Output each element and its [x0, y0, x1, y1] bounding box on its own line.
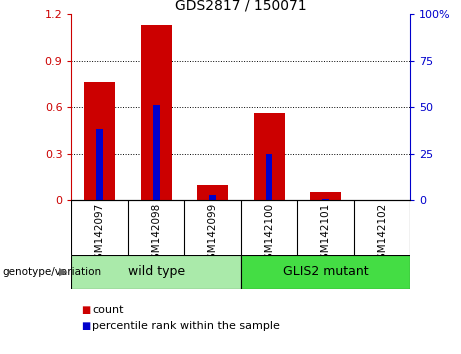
Text: GSM142099: GSM142099 [207, 203, 218, 266]
Text: GSM142100: GSM142100 [264, 203, 274, 266]
Bar [241, 255, 410, 289]
Text: ■: ■ [81, 321, 90, 331]
Bar [322, 199, 329, 200]
Text: genotype/variation: genotype/variation [2, 267, 101, 277]
Bar [96, 130, 103, 200]
Bar [310, 192, 341, 200]
Bar [266, 154, 272, 200]
Bar [141, 25, 171, 200]
Bar [84, 82, 115, 200]
Title: GDS2817 / 150071: GDS2817 / 150071 [175, 0, 307, 13]
Bar [71, 255, 241, 289]
Text: count: count [92, 305, 124, 315]
Text: percentile rank within the sample: percentile rank within the sample [92, 321, 280, 331]
Text: GSM142102: GSM142102 [377, 203, 387, 266]
Bar [254, 113, 284, 200]
Bar [197, 184, 228, 200]
Bar [209, 195, 216, 200]
Text: ▶: ▶ [59, 267, 67, 277]
Bar [153, 105, 160, 200]
Text: GLIS2 mutant: GLIS2 mutant [283, 265, 368, 278]
Text: wild type: wild type [128, 265, 185, 278]
Text: GSM142097: GSM142097 [95, 203, 105, 266]
Text: ■: ■ [81, 305, 90, 315]
Text: GSM142101: GSM142101 [320, 203, 331, 266]
Text: GSM142098: GSM142098 [151, 203, 161, 266]
